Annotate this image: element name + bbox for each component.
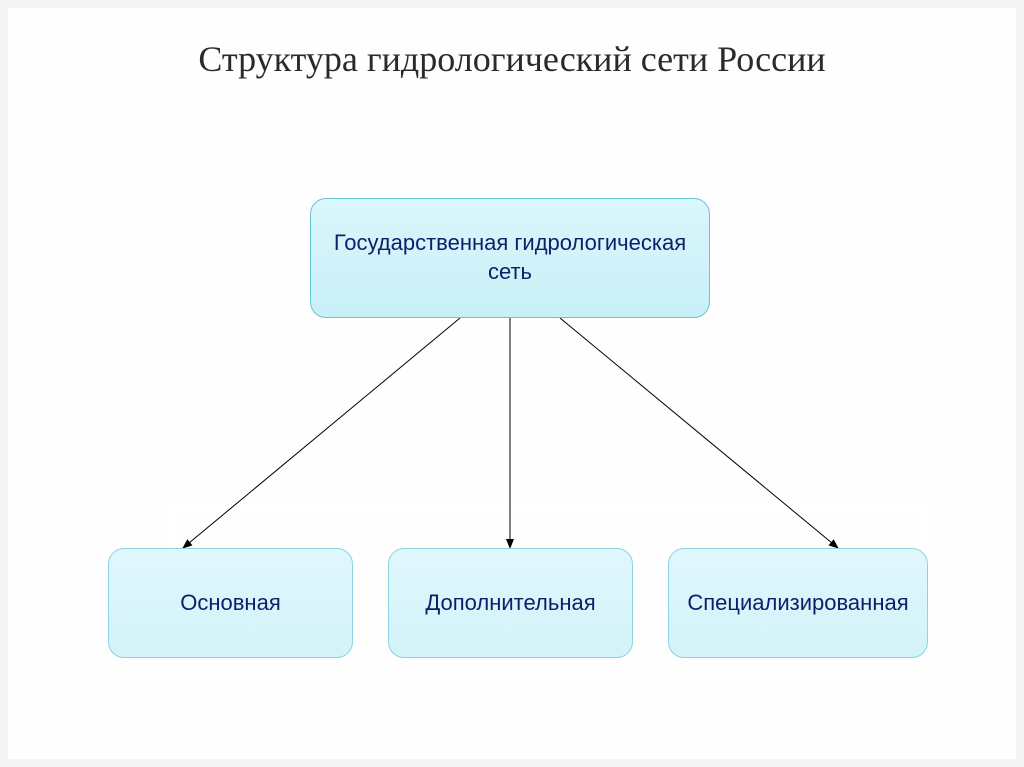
diagram-title: Структура гидрологический сети России (8, 8, 1016, 81)
root-node: Государственная гидрологическая сеть (310, 198, 710, 318)
bg-connector (168, 503, 928, 513)
arrow-to-child-0 (183, 318, 460, 548)
diagram-canvas: Структура гидрологический сети России Го… (8, 8, 1016, 759)
bg-connector (505, 318, 515, 508)
child-node-label: Основная (180, 589, 280, 618)
child-node-2: Специализированная (668, 548, 928, 658)
bg-connector (918, 508, 928, 548)
child-node-label: Дополнительная (425, 589, 595, 618)
root-node-label: Государственная гидрологическая сеть (319, 229, 701, 286)
child-node-1: Дополнительная (388, 548, 633, 658)
bg-connector (168, 508, 178, 548)
arrow-to-child-2 (560, 318, 838, 548)
child-node-0: Основная (108, 548, 353, 658)
child-node-label: Специализированная (687, 589, 908, 618)
bg-connector (505, 508, 515, 548)
